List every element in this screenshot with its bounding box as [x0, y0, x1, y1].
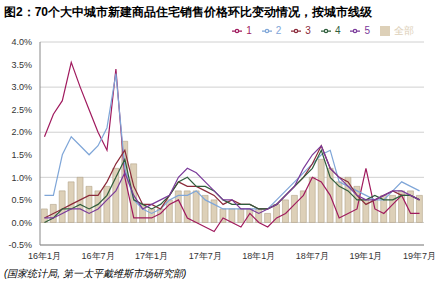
html-text:1: 1 [246, 25, 252, 36]
svg-text:0.5%: 0.5% [11, 195, 32, 205]
svg-text:19年1月: 19年1月 [349, 251, 382, 261]
html-text:5: 5 [364, 25, 370, 36]
svg-text:3.0%: 3.0% [11, 82, 32, 92]
svg-text:18年1月: 18年1月 [242, 251, 275, 261]
svg-text:18年7月: 18年7月 [296, 251, 329, 261]
svg-text:2.5%: 2.5% [11, 105, 32, 115]
svg-text:16年7月: 16年7月 [82, 251, 115, 261]
html-text:2: 2 [275, 25, 282, 36]
html-text:(国家统计局, 第一太平戴维斯市场研究部): (国家统计局, 第一太平戴维斯市场研究部) [4, 268, 187, 279]
svg-text:2.0%: 2.0% [11, 127, 32, 137]
svg-text:-0.5%: -0.5% [8, 240, 32, 250]
svg-text:1.0%: 1.0% [11, 173, 32, 183]
html-text:全部: 全部 [394, 25, 414, 36]
svg-text:16年1月: 16年1月 [28, 251, 61, 261]
html-text:3: 3 [305, 25, 311, 36]
svg-text:4.0%: 4.0% [11, 37, 32, 47]
svg-text:17年7月: 17年7月 [189, 251, 222, 261]
svg-text:19年7月: 19年7月 [403, 251, 428, 261]
svg-text:1.5%: 1.5% [11, 150, 32, 160]
svg-text:17年1月: 17年1月 [135, 251, 168, 261]
svg-text:0.0%: 0.0% [11, 218, 32, 228]
svg-text:3.5%: 3.5% [11, 60, 32, 70]
html-text:图2：70个大中城市新建商品住宅销售价格环比变动情况，按城市: 图2：70个大中城市新建商品住宅销售价格环比变动情况，按城市线级 [4, 5, 372, 19]
html-text:4: 4 [334, 25, 341, 36]
